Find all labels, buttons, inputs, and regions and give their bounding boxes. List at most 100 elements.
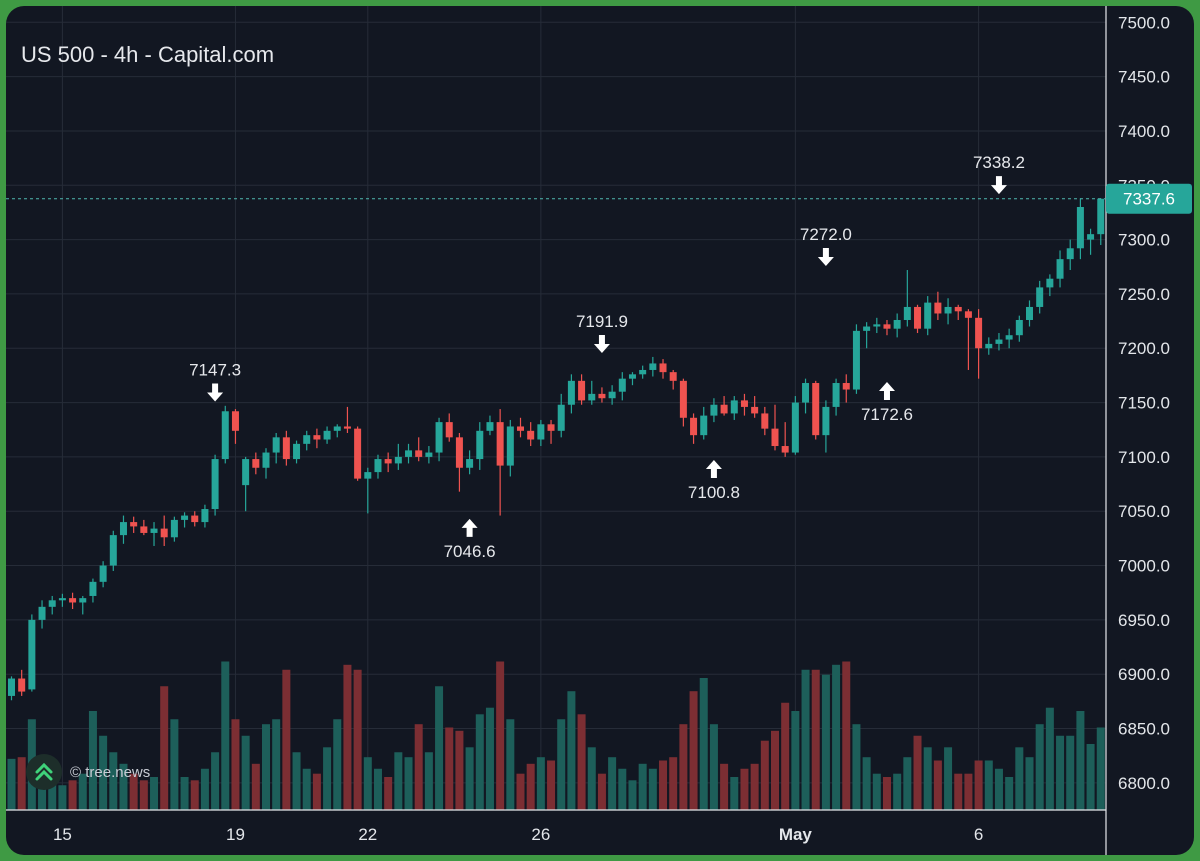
volume-bar — [781, 702, 790, 810]
volume-bar — [893, 773, 902, 810]
candle-body — [130, 522, 138, 527]
candle-body — [995, 339, 1003, 344]
candle-body — [476, 430, 484, 460]
candle-body — [639, 369, 647, 375]
volume-bar — [852, 724, 861, 810]
last-price-tag — [1106, 183, 1192, 214]
candle-body — [812, 383, 820, 436]
candle-body — [802, 383, 810, 403]
candle-body — [231, 411, 239, 431]
candle-body — [781, 446, 789, 453]
volume-bar — [1025, 757, 1034, 810]
volume-bar — [547, 760, 556, 810]
candle-body — [608, 391, 616, 399]
volume-bar — [17, 757, 26, 810]
candle-body — [1036, 287, 1044, 307]
candle-body — [140, 526, 148, 533]
candle-body — [883, 324, 891, 329]
volume-bar — [292, 752, 301, 810]
candle-body — [272, 437, 280, 453]
volume-bar — [933, 760, 942, 810]
volume-bar — [455, 730, 464, 810]
volume-bar — [373, 768, 382, 810]
candle-body — [547, 424, 555, 431]
candle-body — [954, 306, 962, 312]
candle-body — [293, 443, 301, 460]
candle-body — [944, 306, 952, 314]
candle-body — [1005, 335, 1013, 340]
candle-body — [79, 598, 87, 603]
volume-bar — [190, 780, 199, 810]
candle-body — [28, 619, 36, 690]
volume-bar — [1086, 744, 1095, 810]
last-price-label: 7337.6 — [1123, 190, 1175, 209]
candle-body — [1076, 207, 1084, 249]
candle-body — [517, 426, 524, 431]
candle-body — [384, 459, 392, 464]
volume-bar — [435, 686, 444, 810]
y-tick-label: 7450.0 — [1118, 68, 1170, 87]
volume-bar — [170, 719, 179, 810]
volume-bar — [1096, 727, 1105, 810]
y-tick-label: 7150.0 — [1118, 394, 1170, 413]
arrow-up-icon — [878, 382, 895, 401]
volume-bar — [150, 777, 159, 810]
y-tick-label: 6800.0 — [1118, 774, 1170, 793]
volume-bar — [384, 777, 393, 810]
volume-bar — [516, 773, 525, 810]
volume-bar — [475, 714, 484, 810]
candle-body — [842, 383, 850, 390]
candle-body — [181, 515, 189, 520]
x-tick-label: 6 — [974, 825, 983, 844]
candle-body — [313, 435, 321, 440]
annotation-label: 7172.6 — [861, 405, 913, 424]
candles — [8, 198, 1105, 701]
candle-body — [832, 383, 840, 407]
candle-body — [527, 430, 535, 440]
y-tick-label: 7000.0 — [1118, 557, 1170, 576]
volume-bar — [363, 757, 372, 810]
volume-bar — [333, 719, 342, 810]
volume-bar — [241, 735, 250, 810]
candle-body — [445, 422, 453, 438]
volume-bar — [323, 747, 332, 810]
candle-body — [8, 678, 15, 696]
candle-body — [221, 411, 229, 460]
volume-bar — [771, 730, 779, 810]
candle-body — [1015, 319, 1023, 336]
price-annotation: 7172.6 — [861, 382, 913, 424]
volume-bar — [923, 747, 932, 810]
annotation-label: 7046.6 — [444, 542, 496, 561]
price-annotation: 7338.2 — [973, 153, 1025, 195]
volume-bar — [526, 763, 535, 810]
volume-bar — [913, 735, 922, 810]
candle-body — [578, 380, 586, 401]
arrow-down-icon — [207, 383, 224, 402]
volume-bar — [1005, 777, 1014, 810]
candle-body — [628, 374, 636, 379]
volume-bar — [404, 757, 413, 810]
candle-body — [822, 406, 830, 436]
annotation-label: 7147.3 — [189, 361, 241, 380]
candle-body — [863, 326, 871, 331]
candlestick-chart[interactable]: 7147.3 7046.6 7191.9 7100.8 7272.0 7172.6 7338… — [6, 6, 1194, 855]
candle-body — [852, 330, 860, 390]
volume-bar — [882, 777, 891, 810]
candle-body — [1087, 234, 1095, 240]
candle-body — [211, 459, 219, 510]
chart-frame: 7147.3 7046.6 7191.9 7100.8 7272.0 7172.6 7338… — [6, 6, 1194, 855]
volume-bar — [618, 768, 627, 810]
volume-bar — [282, 669, 291, 810]
volume-bar — [211, 752, 220, 810]
candle-body — [924, 302, 932, 329]
candle-body — [333, 426, 341, 431]
volume-bar — [944, 747, 953, 810]
candle-body — [690, 417, 698, 436]
volume-bar — [984, 760, 993, 810]
volume-bar — [78, 773, 87, 810]
volume-bar — [1076, 711, 1085, 810]
candle-body — [720, 404, 728, 414]
candle-body — [252, 459, 260, 468]
candle-body — [303, 435, 311, 444]
y-tick-label: 7200.0 — [1118, 339, 1170, 358]
